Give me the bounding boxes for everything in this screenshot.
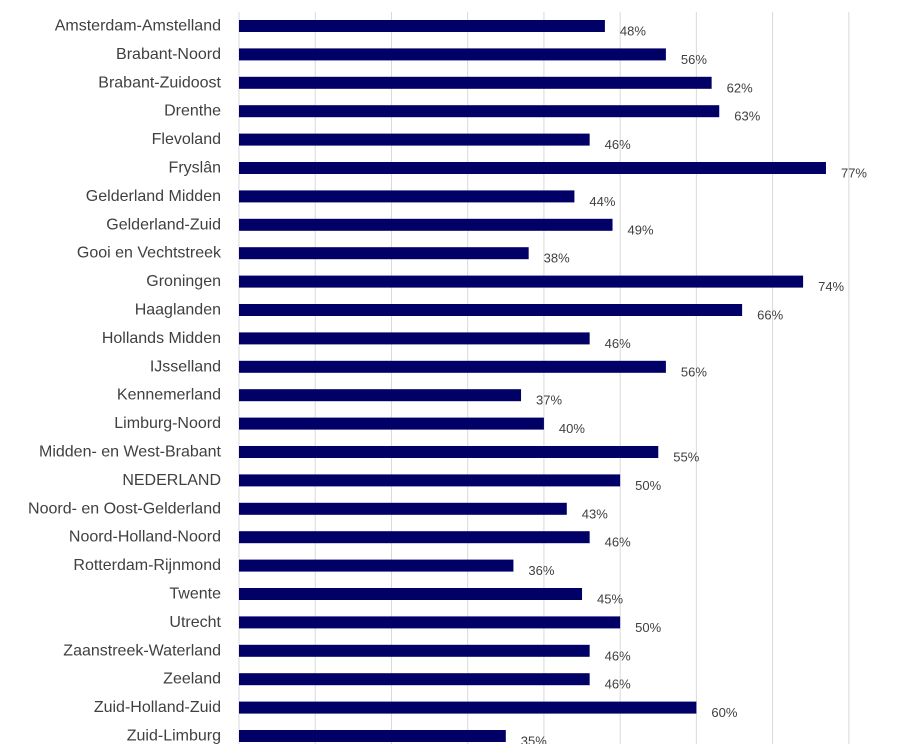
bar xyxy=(239,133,590,146)
category-label: Groningen xyxy=(146,273,221,290)
category-label: Kennemerland xyxy=(117,387,221,404)
category-label: Flevoland xyxy=(152,131,221,148)
category-label: Rotterdam-Rijnmond xyxy=(73,557,221,574)
category-label: Zeeland xyxy=(163,671,221,688)
value-label: 46% xyxy=(605,677,631,692)
category-label: Gooi en Vechtstreek xyxy=(77,245,222,262)
bar xyxy=(239,701,697,714)
bar xyxy=(239,48,666,61)
bar xyxy=(239,417,544,430)
bar xyxy=(239,218,613,231)
category-label: Brabant-Zuidoost xyxy=(98,74,221,91)
value-label: 50% xyxy=(635,620,661,635)
category-label: IJsselland xyxy=(150,358,221,375)
category-label: Zaanstreek-Waterland xyxy=(63,642,221,659)
category-label: Zuid-Limburg xyxy=(127,728,221,744)
bar xyxy=(239,446,659,458)
bar xyxy=(239,644,590,657)
category-label: Gelderland-Zuid xyxy=(106,216,221,233)
value-label: 36% xyxy=(528,563,554,578)
value-label: 66% xyxy=(757,308,783,323)
bar xyxy=(239,190,575,203)
bar xyxy=(239,730,506,742)
category-label: Fryslân xyxy=(169,160,221,177)
category-label: Drenthe xyxy=(164,103,221,120)
bar xyxy=(239,531,590,544)
category-label: Twente xyxy=(169,586,221,603)
category-label: Zuid-Holland-Zuid xyxy=(94,699,221,716)
value-labels: 48% 56% 62% 63% 46% 77% 44% 49% 38% 74% 66% 46% 56% 3… xyxy=(521,24,868,744)
category-label: Haaglanden xyxy=(135,302,221,319)
value-label: 60% xyxy=(711,705,737,720)
value-label: 62% xyxy=(727,80,753,95)
value-label: 49% xyxy=(628,222,654,237)
bar xyxy=(239,502,567,515)
bar xyxy=(239,332,590,345)
category-label: Hollands Midden xyxy=(102,330,221,347)
bar xyxy=(239,673,590,686)
value-label: 44% xyxy=(589,194,615,209)
bar xyxy=(239,275,804,288)
value-label: 56% xyxy=(681,364,707,379)
bar xyxy=(239,616,621,629)
bar xyxy=(239,247,529,260)
category-label: Gelderland Midden xyxy=(86,188,221,205)
bar xyxy=(239,105,720,118)
category-label: Amsterdam-Amstelland xyxy=(55,18,221,35)
bar xyxy=(239,20,605,32)
value-label: 35% xyxy=(521,734,547,744)
category-labels: Amsterdam-Amstelland Brabant-Noord Brabant… xyxy=(28,18,222,744)
value-label: 46% xyxy=(605,535,631,550)
bar xyxy=(239,559,514,572)
category-label: Noord- en Oost-Gelderland xyxy=(28,500,221,517)
bar xyxy=(239,389,522,402)
value-label: 40% xyxy=(559,421,585,436)
value-label: 50% xyxy=(635,478,661,493)
bar xyxy=(239,474,621,487)
value-label: 38% xyxy=(544,251,570,266)
value-label: 74% xyxy=(818,279,844,294)
category-label: Noord-Holland-Noord xyxy=(69,529,221,546)
value-label: 48% xyxy=(620,24,646,39)
bar xyxy=(239,76,712,89)
value-label: 46% xyxy=(605,137,631,152)
value-label: 77% xyxy=(841,166,867,181)
value-label: 56% xyxy=(681,52,707,67)
value-label: 55% xyxy=(673,450,699,465)
bars xyxy=(239,20,826,742)
bar xyxy=(239,162,826,174)
value-label: 45% xyxy=(597,592,623,607)
bar xyxy=(239,360,666,373)
category-label: Utrecht xyxy=(169,614,221,631)
value-label: 46% xyxy=(605,336,631,351)
value-label: 43% xyxy=(582,506,608,521)
category-label: Limburg-Noord xyxy=(114,415,221,432)
bar xyxy=(239,588,583,600)
category-label: NEDERLAND xyxy=(122,472,221,489)
value-label: 46% xyxy=(605,648,631,663)
value-label: 37% xyxy=(536,393,562,408)
category-label: Brabant-Noord xyxy=(116,46,221,63)
value-label: 63% xyxy=(734,109,760,124)
category-label: Midden- en West-Brabant xyxy=(39,444,222,461)
bar xyxy=(239,304,743,316)
